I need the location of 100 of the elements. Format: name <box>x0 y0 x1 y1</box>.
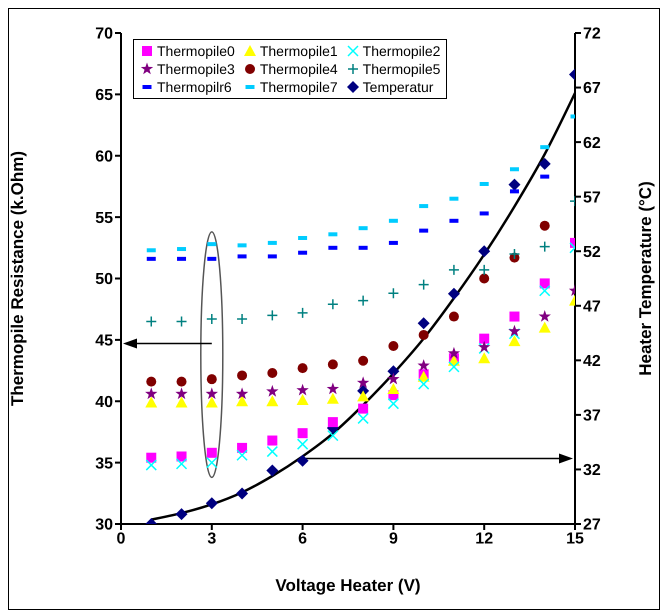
point <box>479 334 490 344</box>
point <box>538 240 550 252</box>
y2-tick-label: 37 <box>583 408 601 425</box>
point <box>176 508 188 520</box>
x-tick-label: 6 <box>298 530 308 548</box>
point <box>176 396 188 408</box>
point <box>357 390 370 402</box>
point <box>508 178 520 191</box>
x-tick-label: 12 <box>475 530 494 548</box>
point <box>327 298 339 310</box>
point <box>206 374 217 384</box>
y2-tick-label: 67 <box>583 80 601 98</box>
point <box>328 417 338 428</box>
point <box>145 387 158 400</box>
legend-label: Thermopile7 <box>260 79 338 95</box>
point <box>298 428 308 438</box>
point <box>266 464 278 477</box>
point <box>236 487 248 500</box>
point <box>387 382 400 394</box>
y-tick-label: 60 <box>95 148 114 166</box>
point <box>418 278 430 290</box>
point <box>418 317 430 330</box>
y-axis-title: Thermopile Resistance (k.Ohm) <box>8 150 28 406</box>
legend-label: Thermopile4 <box>260 61 338 77</box>
point <box>266 446 278 458</box>
point <box>388 398 400 410</box>
y2-tick-label: 57 <box>583 189 601 206</box>
y-tick-label: 55 <box>95 210 114 227</box>
y2-tick-label: 52 <box>583 244 601 261</box>
point <box>266 384 279 397</box>
point <box>266 395 278 406</box>
legend-label: Thermopile3 <box>157 61 235 77</box>
point <box>296 438 308 450</box>
point <box>267 368 278 378</box>
point <box>417 359 430 371</box>
y2-tick-label: 27 <box>583 516 601 534</box>
point <box>206 396 218 408</box>
point <box>358 356 368 366</box>
point <box>206 448 217 458</box>
x-tick-label: 9 <box>388 530 398 548</box>
y-tick-label: 45 <box>95 332 114 350</box>
y-tick-label: 30 <box>95 516 114 534</box>
point <box>266 310 278 322</box>
point <box>448 312 459 322</box>
legend-label: Thermopile2 <box>362 43 440 59</box>
point <box>508 248 520 260</box>
y-tick-label: 70 <box>95 26 114 43</box>
point <box>478 264 490 276</box>
point <box>448 288 460 300</box>
point <box>175 387 188 400</box>
y2-tick-label: 72 <box>583 26 601 43</box>
point <box>206 456 218 468</box>
point <box>538 310 551 322</box>
point <box>176 376 187 387</box>
point <box>538 285 550 297</box>
point <box>388 341 398 352</box>
point <box>146 459 158 471</box>
point <box>237 370 248 380</box>
point <box>296 394 309 406</box>
point <box>387 365 400 378</box>
x-tick-label: 0 <box>116 530 126 548</box>
point <box>267 436 278 446</box>
point <box>509 312 520 322</box>
point <box>478 352 490 364</box>
point <box>146 452 156 463</box>
x-axis-title: Voltage Heater (V) <box>275 576 421 595</box>
point <box>326 392 339 404</box>
point <box>236 450 248 462</box>
point <box>206 387 218 400</box>
legend-label: Thermopile5 <box>362 61 440 77</box>
point <box>328 359 338 370</box>
point <box>146 316 158 328</box>
point <box>448 361 460 373</box>
y-tick-label: 50 <box>95 271 114 288</box>
point <box>206 313 218 325</box>
point <box>146 376 156 387</box>
point <box>478 245 490 258</box>
y2-tick-label: 62 <box>583 134 601 152</box>
point <box>356 376 370 388</box>
point <box>508 324 521 337</box>
legend-label: Thermopile0 <box>157 43 235 59</box>
point <box>236 395 248 406</box>
point <box>418 378 430 390</box>
y2-axis-title: Heater Temperature (°C) <box>636 181 656 376</box>
point <box>538 158 551 170</box>
point <box>418 330 429 340</box>
point <box>508 328 520 340</box>
point <box>358 404 368 414</box>
point <box>388 287 400 299</box>
point <box>479 274 490 284</box>
point <box>298 363 308 374</box>
y-tick-label: 35 <box>95 455 114 472</box>
legend-label: Thermopilr6 <box>157 79 232 95</box>
point <box>357 294 369 306</box>
point <box>236 313 248 325</box>
point <box>296 307 308 319</box>
point <box>387 372 400 384</box>
x-tick-label: 3 <box>207 530 216 548</box>
point <box>176 458 188 470</box>
point <box>176 316 188 328</box>
